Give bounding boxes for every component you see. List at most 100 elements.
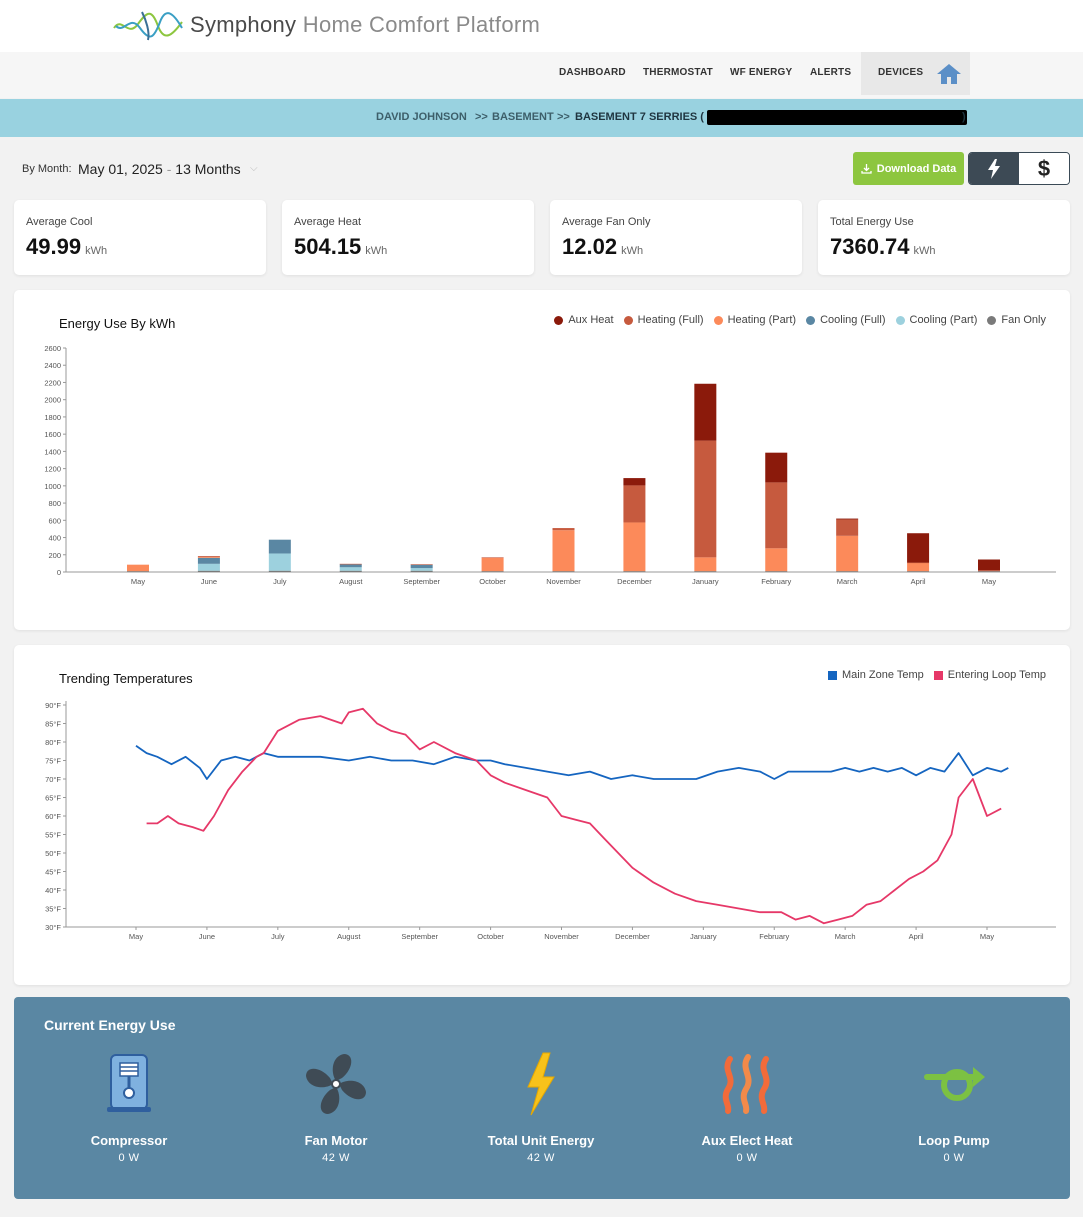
x-tick-label: June (201, 577, 217, 586)
nav-wf-energy[interactable]: WF ENERGY (730, 67, 793, 78)
cost-toggle-button[interactable]: $ (1019, 153, 1069, 184)
nav-alerts[interactable]: ALERTS (810, 67, 852, 78)
legend-item[interactable]: Cooling (Full) (806, 314, 886, 326)
legend-label: Cooling (Full) (820, 314, 886, 326)
bar-segment (268, 570, 291, 572)
stat-card-average-heat: Average Heat 504.15 kWh (282, 200, 534, 275)
y-tick-label: 1000 (44, 482, 61, 491)
nav-thermostat[interactable]: THERMOSTAT (643, 67, 713, 78)
x-tick-label: July (271, 932, 285, 941)
loop-pump-value: 0 W (943, 1152, 965, 1164)
bar-segment (197, 563, 220, 571)
bar-segment (339, 567, 362, 571)
legend-item[interactable]: Aux Heat (554, 314, 614, 326)
bar-segment (978, 570, 1000, 572)
legend-label: Heating (Part) (727, 314, 797, 326)
breadcrumb-separator: >> (557, 111, 570, 123)
main-zone-temp-line (135, 744, 1009, 780)
bar-segment (623, 485, 646, 523)
bar-segment (836, 535, 859, 572)
y-tick-label: 2200 (44, 378, 61, 387)
current-energy-panel: Current Energy Use Compressor 0 W Fan Mo… (14, 997, 1070, 1199)
nav-dashboard[interactable]: DASHBOARD (559, 67, 626, 78)
compressor-label: Compressor (90, 1133, 168, 1148)
chart-title: Energy Use By kWh (59, 316, 176, 331)
x-tick-label: March (835, 932, 856, 941)
bar-segment (552, 528, 575, 531)
download-data-button[interactable]: Download Data (853, 152, 964, 185)
legend-item[interactable]: Entering Loop Temp (933, 669, 1046, 681)
pump-icon (924, 1067, 985, 1101)
temperature-line-chart: 30°F 35°F 40°F 45°F 50°F 55°F 60°F 65°F 70°F 75°F… (45, 701, 1056, 941)
stat-unit: kWh (85, 245, 108, 257)
total-unit-energy-label: Total Unit Energy (487, 1133, 595, 1148)
lightning-icon (527, 1052, 555, 1116)
current-energy-title: Current Energy Use (44, 1017, 176, 1033)
entering-loop-temp-line (146, 707, 1002, 925)
breadcrumb-location[interactable]: BASEMENT (492, 111, 554, 123)
stat-number: 49.99 (26, 234, 82, 259)
x-tick-label: July (273, 577, 287, 586)
brand-header: Symphony Home Comfort Platform (0, 0, 1083, 52)
chevron-down-icon[interactable]: ⌵ (250, 163, 258, 174)
legend-label: Cooling (Part) (909, 314, 978, 326)
x-tick-label: December (615, 932, 650, 941)
y-tick-label: 600 (48, 516, 61, 525)
stat-unit: kWh (365, 245, 388, 257)
loop-pump-tile: Loop Pump 0 W (864, 1049, 1044, 1164)
breadcrumb: DAVID JOHNSON >> BASEMENT >> BASEMENT 7 … (0, 99, 1083, 137)
chart-title: Trending Temperatures (59, 671, 193, 686)
legend-item[interactable]: Main Zone Temp (828, 669, 924, 681)
bar-segment (907, 533, 930, 563)
legend-swatch (554, 315, 564, 325)
chart-legend: Main Zone Temp Entering Loop Temp (828, 669, 1046, 681)
energy-toggle-button[interactable] (969, 153, 1019, 184)
legend-item[interactable]: Cooling (Part) (895, 314, 978, 326)
download-icon (861, 164, 872, 174)
y-tick-label: 60°F (45, 812, 61, 821)
y-tick-label: 1600 (44, 430, 61, 439)
bar-segment (197, 557, 220, 564)
x-tick-label: April (909, 932, 924, 941)
bar-segment (694, 571, 717, 572)
bar-segment (481, 557, 504, 558)
brand-subtitle: Home Comfort Platform (302, 12, 541, 37)
x-tick-label: April (911, 577, 926, 586)
bar-segment (765, 482, 788, 549)
x-tick-label: October (477, 932, 504, 941)
x-tick-label: May (982, 577, 996, 586)
unit-toggle: $ (968, 152, 1070, 185)
stat-value: 49.99 kWh (26, 234, 107, 260)
stat-number: 7360.74 (830, 234, 910, 259)
x-tick-label: June (199, 932, 215, 941)
y-tick-label: 65°F (45, 794, 61, 803)
x-tick-label: May (131, 577, 145, 586)
legend-item[interactable]: Heating (Part) (713, 314, 797, 326)
x-tick-label: May (980, 932, 994, 941)
aux-elect-heat-label: Aux Elect Heat (701, 1133, 793, 1148)
home-icon[interactable] (936, 63, 962, 85)
y-tick-label: 2600 (44, 344, 61, 353)
lightning-icon (988, 158, 1000, 179)
month-filter-value[interactable]: May 01, 2025 - 13 Months (78, 161, 241, 177)
bar-segment (694, 383, 717, 441)
x-tick-label: November (546, 577, 581, 586)
total-unit-energy-tile: Total Unit Energy 42 W (451, 1049, 631, 1164)
month-filter-dash: - (166, 161, 172, 177)
y-tick-label: 1400 (44, 447, 61, 456)
y-tick-label: 50°F (45, 849, 61, 858)
legend-item[interactable]: Fan Only (987, 314, 1046, 326)
x-tick-label: August (339, 577, 363, 586)
legend-item[interactable]: Heating (Full) (623, 314, 704, 326)
legend-label: Entering Loop Temp (947, 669, 1046, 681)
total-unit-energy-value: 42 W (527, 1152, 555, 1164)
nav-devices[interactable]: DEVICES (878, 67, 924, 78)
bar-segment (410, 564, 433, 565)
bar-segment (339, 564, 362, 568)
bar-segment (623, 522, 646, 572)
y-tick-label: 40°F (45, 886, 61, 895)
bar-segment (197, 556, 220, 557)
breadcrumb-user[interactable]: DAVID JOHNSON (376, 111, 467, 123)
legend-label: Fan Only (1001, 314, 1046, 326)
y-tick-label: 800 (48, 499, 61, 508)
